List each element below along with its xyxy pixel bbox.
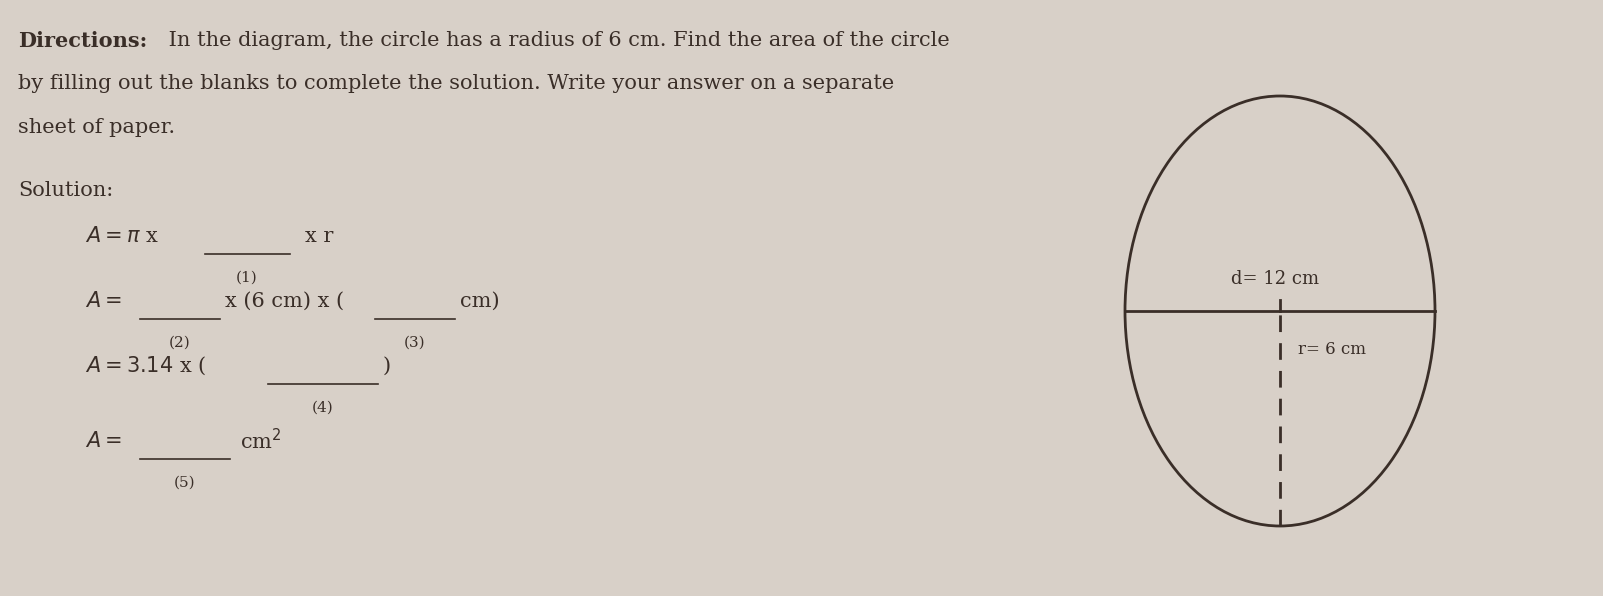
Text: In the diagram, the circle has a radius of 6 cm. Find the area of the circle: In the diagram, the circle has a radius …	[162, 31, 949, 50]
Text: cm$^2$: cm$^2$	[240, 429, 282, 454]
Text: cm): cm)	[460, 291, 500, 311]
Text: $A =$: $A =$	[85, 291, 122, 311]
Text: (5): (5)	[175, 476, 196, 490]
Text: x r: x r	[305, 226, 333, 246]
Text: x (6 cm) x (: x (6 cm) x (	[224, 291, 345, 311]
Text: (1): (1)	[236, 271, 258, 285]
Text: $A = \pi$ x: $A = \pi$ x	[85, 226, 159, 246]
Text: Directions:: Directions:	[18, 31, 147, 51]
Text: (4): (4)	[313, 401, 333, 415]
Text: d= 12 cm: d= 12 cm	[1231, 270, 1319, 288]
Text: r= 6 cm: r= 6 cm	[1298, 340, 1366, 358]
Text: sheet of paper.: sheet of paper.	[18, 118, 175, 137]
Text: $A = 3.14$ x (: $A = 3.14$ x (	[85, 355, 207, 377]
Text: ): )	[383, 356, 391, 375]
Text: $A =$: $A =$	[85, 431, 122, 451]
Text: by filling out the blanks to complete the solution. Write your answer on a separ: by filling out the blanks to complete th…	[18, 74, 894, 93]
Text: (2): (2)	[170, 336, 191, 350]
Text: (3): (3)	[404, 336, 426, 350]
Text: Solution:: Solution:	[18, 181, 114, 200]
